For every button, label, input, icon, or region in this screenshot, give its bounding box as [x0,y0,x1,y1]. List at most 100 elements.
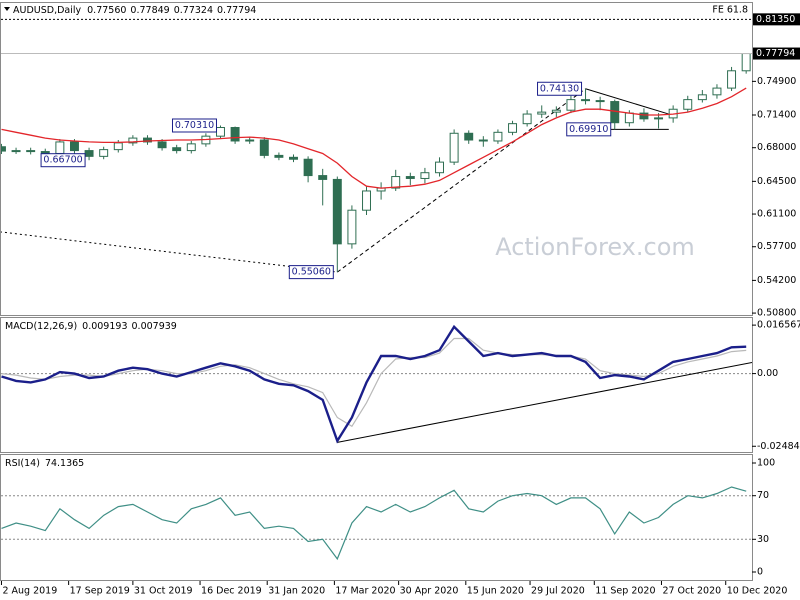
y-tick-label: 70 [757,490,769,501]
header-open: 0.77560 [87,5,126,16]
y-tick-label: 0.64500 [757,176,796,187]
y-tick-label: 0.54200 [757,275,796,286]
annotation-label: 0.69910 [569,124,608,135]
x-tick-label: 10 Dec 2020 [727,586,788,597]
rsi-header: RSI(14) 74.1365 [5,458,84,469]
candle-body [26,150,36,153]
candle-body [464,132,474,141]
rsi-panel [0,454,753,581]
candle-body [624,112,634,124]
candle-body [551,109,561,113]
x-tick-label: 17 Mar 2020 [335,586,395,597]
moving-average [1,87,747,189]
candle-body [113,142,123,151]
candle-body [55,141,65,154]
price-panel [0,2,753,316]
menu-arrow [4,7,10,11]
fe-label: FE 61.8 [712,5,748,16]
candle-body [405,176,415,179]
trend-line [585,88,669,115]
y-tick-label: 0.74900 [757,76,796,87]
annotation-label: 0.55060 [292,267,331,278]
macd-header: MACD(12,26,9) 0.009193 0.007939 [5,321,177,332]
candle-body [40,151,50,154]
candle-body [654,117,664,120]
annotation-box [171,118,217,133]
candle-body [391,176,401,189]
x-tick-label: 2 Aug 2019 [2,586,57,597]
candle-body [537,111,547,115]
x-tick-label: 29 Jul 2020 [531,586,585,597]
price-header: AUDUSD,Daily 0.77560 0.77849 0.77324 0.77794 [13,5,256,16]
candle-body [712,87,722,96]
candle-body [581,99,591,102]
signal-value: 0.007939 [132,321,177,332]
candle-body [449,132,459,163]
candle-body [172,147,182,152]
y-tick-label: 0.016567 [757,320,800,331]
x-tick-label: 27 Oct 2020 [662,586,721,597]
candle-body [566,99,576,111]
last-price-box [753,47,800,60]
x-tick-label: 15 Jun 2020 [467,586,524,597]
candle-body [157,141,167,149]
rsi-value: 74.1365 [45,458,84,469]
candle-body [595,100,605,103]
plot [1,53,751,273]
annotation-label: 0.66700 [43,155,82,166]
candle-body [639,112,649,120]
y-tick-label: 100 [757,458,775,469]
candle-body [274,154,284,158]
header-close: 0.77794 [217,5,256,16]
candle-body [478,139,488,142]
candle-body [128,137,138,144]
y-tick-label: 0.50800 [757,308,796,319]
candle-body [289,156,298,160]
candle-body [332,178,342,245]
last-price-label: 0.77794 [756,48,795,59]
candle-body [216,127,225,137]
y-tick-label: -0.02484 [757,441,800,452]
candle-body [697,94,707,101]
annotation-box [566,122,612,137]
x-tick-label: 11 Sep 2020 [595,586,655,597]
annotation-box [537,81,583,96]
y-tick-label: 0.57700 [757,241,796,252]
rsi-title: RSI(14) [5,458,40,469]
x-tick-label: 30 Apr 2020 [400,586,459,597]
candle-body [741,53,751,72]
candle-body [420,172,430,179]
x-tick-label: 16 Dec 2019 [201,586,262,597]
candle-body [727,70,737,89]
symbol: AUDUSD,Daily [13,5,82,16]
y-tick-label: 0.00 [757,368,778,379]
x-tick-label: 31 Oct 2019 [134,586,193,597]
trend-line [337,88,586,273]
candle-body [508,123,518,133]
candle-body [362,190,371,211]
macd-panel [0,317,753,453]
y-tick-label: 0.61100 [757,209,796,220]
candle-body [245,139,255,142]
candle-body [683,99,693,110]
indicator-line [1,486,747,561]
candle-body [69,141,79,152]
candle-body [318,175,328,180]
plot [1,486,752,561]
trend-line [337,361,752,443]
fe-price-box [753,13,800,26]
candle-body [99,149,109,157]
annotation-label: 0.74130 [540,83,579,94]
y-tick-label: 30 [757,534,769,545]
annotation-box [288,265,334,280]
y-tick-label: 0 [757,567,763,578]
candle-body [303,158,313,177]
candle-body [522,113,532,125]
candle-body [347,209,357,245]
candle-body [84,150,94,157]
x-tick-label: 31 Jan 2020 [268,586,325,597]
indicator-line [1,324,747,444]
candle-body [435,161,444,174]
